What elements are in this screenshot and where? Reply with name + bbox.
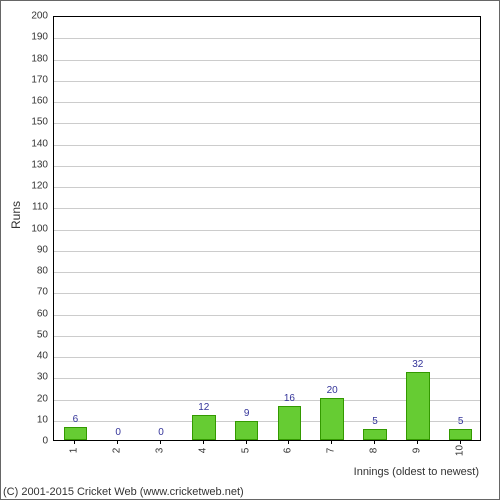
y-tick-label: 140 — [31, 138, 48, 149]
y-tick-label: 130 — [31, 159, 48, 170]
bar — [64, 427, 88, 440]
gridline — [54, 145, 480, 146]
bar-value-label: 6 — [73, 414, 79, 425]
bar-value-label: 32 — [412, 359, 423, 370]
x-tick-mark — [160, 441, 161, 444]
y-axis-label: Runs — [9, 201, 23, 229]
bar — [235, 421, 259, 440]
y-tick-label: 80 — [37, 266, 48, 277]
y-tick-label: 60 — [37, 308, 48, 319]
bar — [449, 429, 473, 440]
y-tick-label: 180 — [31, 53, 48, 64]
bar-value-label: 9 — [244, 408, 250, 419]
gridline — [54, 123, 480, 124]
plot-area: 6 0 0 12 9 16 20 5 32 5 — [53, 16, 481, 441]
x-tick-mark — [331, 441, 332, 444]
bar-value-label: 0 — [115, 427, 121, 438]
bar — [406, 372, 430, 440]
bar — [363, 429, 387, 440]
gridline — [54, 187, 480, 188]
x-tick-mark — [460, 441, 461, 444]
y-tick-label: 20 — [37, 393, 48, 404]
gridline — [54, 81, 480, 82]
y-tick-label: 40 — [37, 351, 48, 362]
x-tick-mark — [374, 441, 375, 444]
y-tick-label: 200 — [31, 11, 48, 22]
y-tick-label: 120 — [31, 181, 48, 192]
gridline — [54, 272, 480, 273]
gridline — [54, 60, 480, 61]
y-tick-label: 100 — [31, 223, 48, 234]
gridline — [54, 293, 480, 294]
bar-value-label: 16 — [284, 393, 295, 404]
y-tick-label: 50 — [37, 329, 48, 340]
bar-value-label: 20 — [327, 385, 338, 396]
y-tick-label: 190 — [31, 32, 48, 43]
y-tick-label: 0 — [42, 436, 48, 447]
bar-value-label: 5 — [458, 416, 464, 427]
x-tick-mark — [117, 441, 118, 444]
bar-value-label: 0 — [158, 427, 164, 438]
x-tick-mark — [74, 441, 75, 444]
y-tick-label: 150 — [31, 117, 48, 128]
y-tick-label: 90 — [37, 244, 48, 255]
gridline — [54, 102, 480, 103]
x-tick-mark — [288, 441, 289, 444]
gridline — [54, 208, 480, 209]
bar-value-label: 12 — [198, 402, 209, 413]
gridline — [54, 336, 480, 337]
y-tick-label: 170 — [31, 74, 48, 85]
bar — [320, 398, 344, 441]
x-tick-mark — [246, 441, 247, 444]
gridline — [54, 166, 480, 167]
gridline — [54, 230, 480, 231]
gridline — [54, 251, 480, 252]
y-tick-label: 30 — [37, 372, 48, 383]
x-tick-mark — [417, 441, 418, 444]
y-tick-label: 160 — [31, 96, 48, 107]
x-tick-mark — [203, 441, 204, 444]
copyright-text: (C) 2001-2015 Cricket Web (www.cricketwe… — [3, 486, 244, 498]
chart-container: 60012916205325 Runs Innings (oldest to n… — [0, 0, 500, 500]
bar — [192, 415, 216, 441]
bar — [278, 406, 302, 440]
gridline — [54, 315, 480, 316]
gridline — [54, 38, 480, 39]
y-tick-label: 110 — [32, 202, 48, 213]
bar-value-label: 5 — [372, 416, 378, 427]
y-tick-label: 70 — [37, 287, 48, 298]
x-axis-label: Innings (oldest to newest) — [53, 466, 481, 478]
gridline — [54, 357, 480, 358]
y-tick-label: 10 — [37, 414, 48, 425]
